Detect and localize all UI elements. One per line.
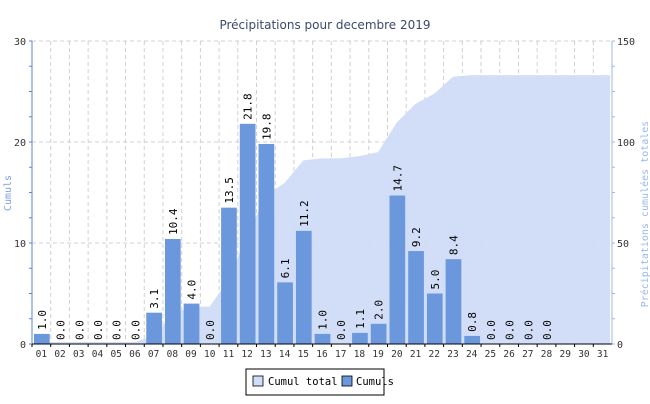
- bar-value-label: 13.5: [223, 177, 236, 204]
- y-tick-label: 20: [14, 138, 26, 149]
- x-tick-label: 05: [110, 349, 121, 360]
- bar-value-label: 0.0: [129, 320, 142, 340]
- x-tick-label: 07: [148, 349, 159, 360]
- bar-day-23: [445, 259, 462, 344]
- y2-tick-label: 150: [617, 37, 635, 48]
- bar-value-label: 2.0: [373, 300, 386, 320]
- bar-day-24: [464, 335, 481, 344]
- x-tick-label: 17: [335, 349, 346, 360]
- x-tick-label: 24: [466, 349, 478, 360]
- bar-day-15: [295, 230, 312, 344]
- bar-value-label: 0.0: [73, 320, 86, 340]
- bar-value-label: 0.0: [55, 320, 68, 340]
- x-tick-label: 30: [578, 349, 590, 360]
- y-tick-label: 30: [14, 37, 26, 48]
- x-tick-label: 06: [129, 349, 141, 360]
- x-tick-label: 29: [559, 349, 571, 360]
- bar-value-label: 0.0: [335, 320, 348, 340]
- x-tick-label: 11: [223, 349, 235, 360]
- x-tick-label: 16: [316, 349, 328, 360]
- y-tick-label: 10: [14, 239, 26, 250]
- bar-value-label: 6.1: [279, 259, 292, 279]
- x-tick-label: 25: [485, 349, 496, 360]
- bar-day-09: [183, 303, 200, 344]
- y-axis-label: Cumuls: [3, 175, 14, 211]
- y-tick-label: 0: [20, 340, 26, 351]
- x-tick-label: 31: [597, 349, 609, 360]
- bar-value-label: 0.0: [541, 320, 554, 340]
- bar-value-label: 0.0: [504, 320, 517, 340]
- bar-value-label: 0.0: [111, 320, 124, 340]
- bar-value-label: 0.0: [522, 320, 535, 340]
- x-tick-label: 13: [260, 349, 271, 360]
- bar-value-label: 0.0: [92, 320, 105, 340]
- y2-tick-label: 100: [617, 138, 635, 149]
- cumul-total-area: [41, 75, 610, 344]
- bar-value-label: 0.0: [204, 320, 217, 340]
- bar-day-01: [34, 333, 50, 344]
- bar-day-11: [221, 207, 237, 344]
- x-tick-label: 28: [541, 349, 553, 360]
- bar-value-label: 19.8: [260, 114, 273, 141]
- legend-swatch-cumul-total: [252, 375, 264, 387]
- bar-value-label: 11.2: [298, 200, 311, 227]
- bar-value-label: 5.0: [429, 270, 442, 290]
- bar-value-label: 8.4: [447, 235, 460, 255]
- bar-value-label: 10.4: [167, 208, 180, 235]
- chart-title: Précipitations pour decembre 2019: [219, 18, 430, 32]
- bar-day-19: [370, 323, 387, 344]
- x-tick-label: 23: [447, 349, 458, 360]
- bar-value-label: 9.2: [410, 227, 423, 247]
- bar-value-label: 3.1: [148, 289, 161, 309]
- bar-day-07: [146, 312, 162, 344]
- x-tick-label: 01: [36, 349, 48, 360]
- legend: Cumul total Cumuls: [245, 368, 394, 396]
- bar-day-13: [258, 144, 275, 344]
- x-tick-label: 21: [410, 349, 422, 360]
- bar-value-label: 1.1: [354, 309, 367, 329]
- legend-label-cumuls: Cumuls: [356, 376, 394, 388]
- bar-day-21: [408, 251, 424, 344]
- bar-value-label: 0.0: [485, 320, 498, 340]
- bar-value-label: 21.8: [242, 93, 255, 120]
- legend-label-cumul-total: Cumul total: [268, 376, 338, 388]
- bar-value-label: 1.0: [36, 310, 49, 330]
- x-tick-label: 10: [204, 349, 216, 360]
- x-tick-label: 03: [73, 349, 84, 360]
- bar-day-16: [314, 333, 331, 344]
- bar-day-08: [164, 238, 181, 344]
- bar-day-18: [352, 332, 368, 344]
- y2-tick-label: 0: [617, 340, 623, 351]
- x-tick-label: 15: [298, 349, 309, 360]
- bar-day-14: [277, 282, 293, 344]
- bar-value-label: 1.0: [317, 310, 330, 330]
- x-tick-label: 12: [241, 349, 252, 360]
- bar-value-label: 14.7: [391, 165, 404, 192]
- x-tick-label: 02: [54, 349, 65, 360]
- x-tick-label: 14: [279, 349, 291, 360]
- bar-day-22: [426, 293, 443, 344]
- x-tick-label: 18: [354, 349, 366, 360]
- x-tick-label: 26: [503, 349, 515, 360]
- y2-axis-label: Précipitations cumulées totales: [639, 121, 650, 308]
- bar-day-20: [389, 195, 406, 344]
- bar-value-label: 4.0: [186, 280, 199, 300]
- x-tick-label: 19: [372, 349, 384, 360]
- x-tick-label: 27: [522, 349, 533, 360]
- x-tick-label: 04: [92, 349, 104, 360]
- y2-tick-label: 50: [617, 239, 629, 250]
- x-tick-label: 09: [185, 349, 197, 360]
- bar-value-label: 0.8: [466, 312, 479, 332]
- x-tick-label: 08: [167, 349, 179, 360]
- x-tick-label: 20: [391, 349, 403, 360]
- legend-swatch-cumuls: [341, 375, 353, 387]
- x-tick-label: 22: [429, 349, 440, 360]
- bar-day-12: [239, 123, 256, 344]
